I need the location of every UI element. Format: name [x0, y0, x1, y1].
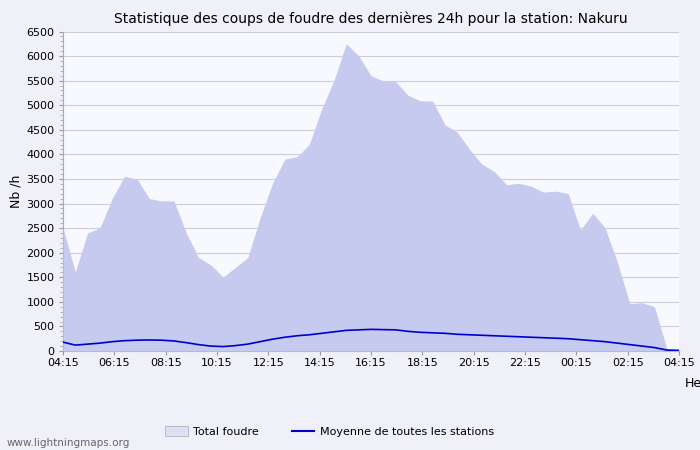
Legend: Foudre détectée par Nakuru: Foudre détectée par Nakuru [161, 447, 355, 450]
Title: Statistique des coups de foudre des dernières 24h pour la station: Nakuru: Statistique des coups de foudre des dern… [114, 12, 628, 26]
Y-axis label: Nb /h: Nb /h [9, 175, 22, 208]
Text: www.lightningmaps.org: www.lightningmaps.org [7, 438, 130, 448]
Text: Heure: Heure [685, 377, 700, 390]
